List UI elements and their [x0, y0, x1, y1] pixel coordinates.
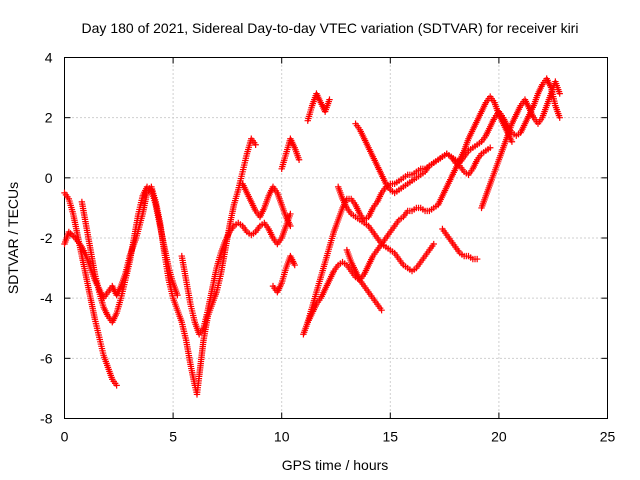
data-point [487, 144, 494, 151]
x-tick-labels: 0 5 10 15 20 25 [61, 429, 616, 445]
series-sat-e [239, 180, 294, 230]
y-tick-labels: -8 -6 -4 -2 0 2 4 [40, 50, 53, 427]
series-sat-o [478, 78, 563, 212]
series-sat-k [343, 93, 516, 284]
y-tick-label: 0 [45, 170, 53, 186]
data-point [287, 222, 294, 230]
y-tick-label: 2 [45, 110, 53, 126]
data-points [61, 75, 563, 398]
x-tick-label: 20 [491, 429, 507, 445]
series-sat-f [269, 252, 298, 296]
plot-frame [64, 57, 608, 419]
data-point [287, 210, 294, 218]
data-point [174, 291, 181, 299]
data-point [326, 96, 333, 103]
series-sat-d [178, 210, 294, 338]
data-point [378, 307, 385, 314]
y-tick-label: 4 [45, 50, 53, 66]
grid [64, 57, 608, 419]
y-axis-label: SDTVAR / TECUs [5, 182, 21, 294]
series-sat-l [352, 120, 494, 197]
chart-title: Day 180 of 2021, Sidereal Day-to-day VTE… [82, 20, 579, 36]
series-sat-j [304, 90, 333, 124]
x-tick-label: 15 [383, 429, 399, 445]
data-point [473, 255, 481, 263]
data-point [430, 240, 437, 248]
y-tick-label: -2 [40, 230, 53, 246]
data-point [291, 261, 298, 269]
x-tick-label: 0 [61, 429, 69, 445]
data-point [295, 156, 303, 163]
x-axis-label: GPS time / hours [282, 457, 389, 473]
series-sat-n [439, 225, 481, 263]
series-sat-b [61, 189, 120, 389]
series-sat-g [278, 135, 303, 173]
x-tick-label: 25 [600, 429, 616, 445]
data-point [252, 141, 259, 148]
axis-ticks [64, 57, 608, 419]
series-sat-c [78, 183, 181, 326]
series-sat-m [334, 183, 437, 275]
y-tick-label: -8 [40, 411, 53, 427]
data-point [556, 90, 563, 97]
x-tick-label: 10 [274, 429, 290, 445]
data-point [556, 114, 563, 121]
y-tick-label: -6 [40, 350, 53, 366]
data-point [113, 382, 120, 389]
x-tick-label: 5 [169, 429, 177, 445]
data-point [508, 138, 516, 145]
y-tick-label: -4 [40, 290, 53, 306]
